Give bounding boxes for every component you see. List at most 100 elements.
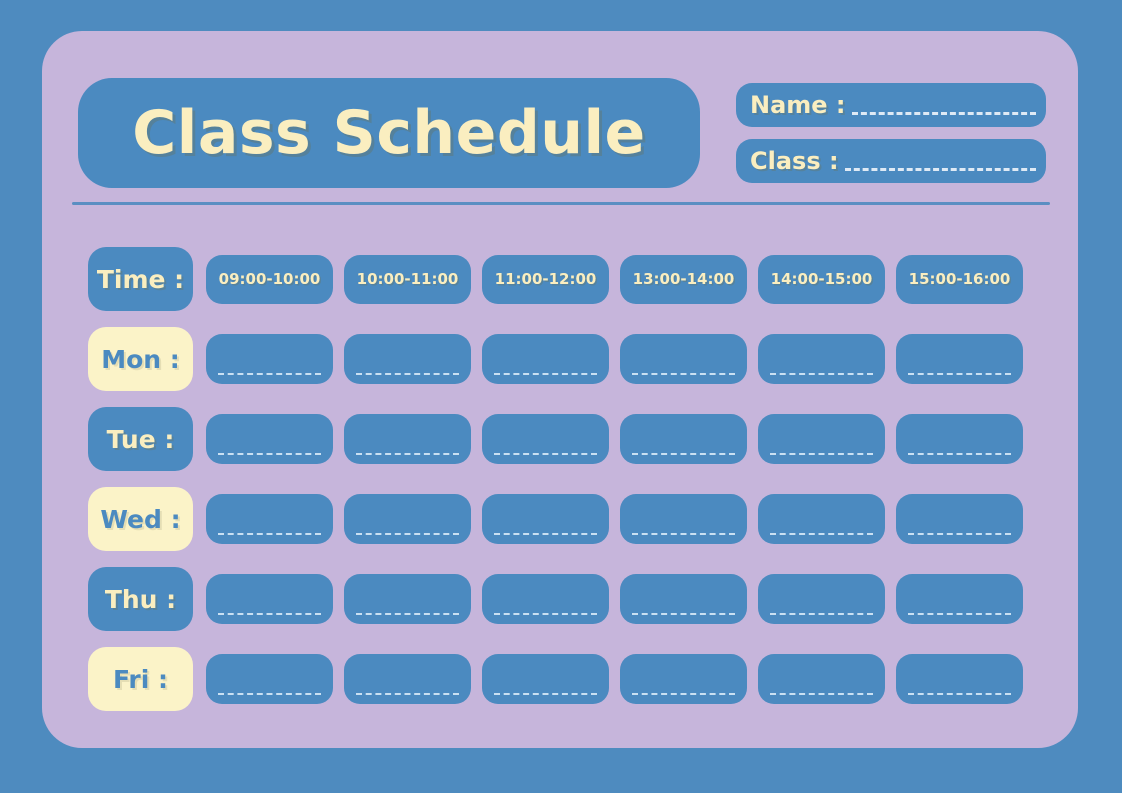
day-label-text: Tue : xyxy=(106,424,175,454)
schedule-cell[interactable] xyxy=(620,334,747,384)
time-slot-6: 15:00-16:00 xyxy=(896,254,1023,304)
schedule-cell[interactable] xyxy=(896,574,1023,624)
class-field-label: Class : xyxy=(750,147,839,175)
day-label-thu: Thu : xyxy=(88,567,193,631)
class-field-input[interactable] xyxy=(844,167,1036,171)
schedule-cell[interactable] xyxy=(206,574,333,624)
writing-line xyxy=(494,373,597,375)
time-slot-label: 15:00-16:00 xyxy=(908,270,1011,288)
name-field-label: Name : xyxy=(750,91,846,119)
writing-line xyxy=(770,613,873,615)
time-slot-4: 13:00-14:00 xyxy=(620,254,747,304)
schedule-cell[interactable] xyxy=(758,574,885,624)
schedule-cell[interactable] xyxy=(758,334,885,384)
writing-line xyxy=(494,533,597,535)
writing-line xyxy=(356,533,459,535)
schedule-cell[interactable] xyxy=(482,494,609,544)
day-cells-fri xyxy=(206,654,1023,704)
writing-line xyxy=(632,453,735,455)
schedule-grid: Time : 09:00-10:00 10:00-11:00 11:00-12:… xyxy=(88,239,1033,719)
writing-line xyxy=(770,453,873,455)
day-cells-wed xyxy=(206,494,1023,544)
writing-line xyxy=(494,453,597,455)
schedule-cell[interactable] xyxy=(482,414,609,464)
name-field-input[interactable] xyxy=(851,111,1036,115)
schedule-cell[interactable] xyxy=(620,574,747,624)
writing-line xyxy=(632,373,735,375)
schedule-cell[interactable] xyxy=(344,654,471,704)
writing-line xyxy=(908,613,1011,615)
time-header-label: Time : xyxy=(96,264,185,294)
writing-line xyxy=(908,693,1011,695)
writing-line xyxy=(218,373,321,375)
time-slot-label: 11:00-12:00 xyxy=(494,270,597,288)
schedule-cell[interactable] xyxy=(758,654,885,704)
schedule-cell[interactable] xyxy=(344,494,471,544)
schedule-cell[interactable] xyxy=(620,494,747,544)
day-row-mon: Mon : xyxy=(88,319,1033,399)
day-label-wed: Wed : xyxy=(88,487,193,551)
day-row-tue: Tue : xyxy=(88,399,1033,479)
page-title: Class Schedule xyxy=(132,98,646,168)
writing-line xyxy=(770,533,873,535)
writing-line xyxy=(908,533,1011,535)
writing-line xyxy=(494,693,597,695)
writing-line xyxy=(632,613,735,615)
day-label-text: Mon : xyxy=(101,344,180,374)
day-label-tue: Tue : xyxy=(88,407,193,471)
header-divider xyxy=(72,202,1050,205)
day-row-wed: Wed : xyxy=(88,479,1033,559)
time-slot-label: 10:00-11:00 xyxy=(356,270,459,288)
writing-line xyxy=(218,453,321,455)
time-header-pill: Time : xyxy=(88,247,193,311)
schedule-cell[interactable] xyxy=(896,654,1023,704)
schedule-cell[interactable] xyxy=(206,494,333,544)
day-label-text: Thu : xyxy=(104,584,177,614)
schedule-cell[interactable] xyxy=(620,654,747,704)
day-label-text: Fri : xyxy=(112,664,169,694)
writing-line xyxy=(494,613,597,615)
writing-line xyxy=(356,453,459,455)
schedule-cell[interactable] xyxy=(896,494,1023,544)
page-title-pill: Class Schedule xyxy=(78,78,700,188)
time-slot-list: 09:00-10:00 10:00-11:00 11:00-12:00 13:0… xyxy=(206,254,1023,304)
time-slot-3: 11:00-12:00 xyxy=(482,254,609,304)
schedule-cell[interactable] xyxy=(896,414,1023,464)
schedule-cell[interactable] xyxy=(206,654,333,704)
time-slot-label: 09:00-10:00 xyxy=(218,270,321,288)
schedule-cell[interactable] xyxy=(206,334,333,384)
writing-line xyxy=(770,693,873,695)
schedule-cell[interactable] xyxy=(482,654,609,704)
time-slot-5: 14:00-15:00 xyxy=(758,254,885,304)
schedule-cell[interactable] xyxy=(758,494,885,544)
writing-line xyxy=(632,693,735,695)
writing-line xyxy=(356,613,459,615)
day-row-fri: Fri : xyxy=(88,639,1033,719)
day-label-text: Wed : xyxy=(100,504,181,534)
schedule-sheet: Class Schedule Name : Class : Time : 09:… xyxy=(42,31,1078,748)
sheet-header: Class Schedule Name : Class : xyxy=(78,78,1046,188)
schedule-cell[interactable] xyxy=(344,414,471,464)
schedule-cell[interactable] xyxy=(482,574,609,624)
schedule-cell[interactable] xyxy=(344,334,471,384)
writing-line xyxy=(218,533,321,535)
time-slot-1: 09:00-10:00 xyxy=(206,254,333,304)
schedule-cell[interactable] xyxy=(896,334,1023,384)
name-field-row[interactable]: Name : xyxy=(736,83,1046,127)
schedule-cell[interactable] xyxy=(758,414,885,464)
schedule-cell[interactable] xyxy=(206,414,333,464)
writing-line xyxy=(218,693,321,695)
writing-line xyxy=(356,693,459,695)
writing-line xyxy=(356,373,459,375)
schedule-cell[interactable] xyxy=(482,334,609,384)
writing-line xyxy=(632,533,735,535)
schedule-cell[interactable] xyxy=(344,574,471,624)
class-field-row[interactable]: Class : xyxy=(736,139,1046,183)
day-label-mon: Mon : xyxy=(88,327,193,391)
writing-line xyxy=(908,373,1011,375)
schedule-cell[interactable] xyxy=(620,414,747,464)
day-cells-thu xyxy=(206,574,1023,624)
writing-line xyxy=(770,373,873,375)
time-slot-label: 13:00-14:00 xyxy=(632,270,735,288)
day-cells-tue xyxy=(206,414,1023,464)
